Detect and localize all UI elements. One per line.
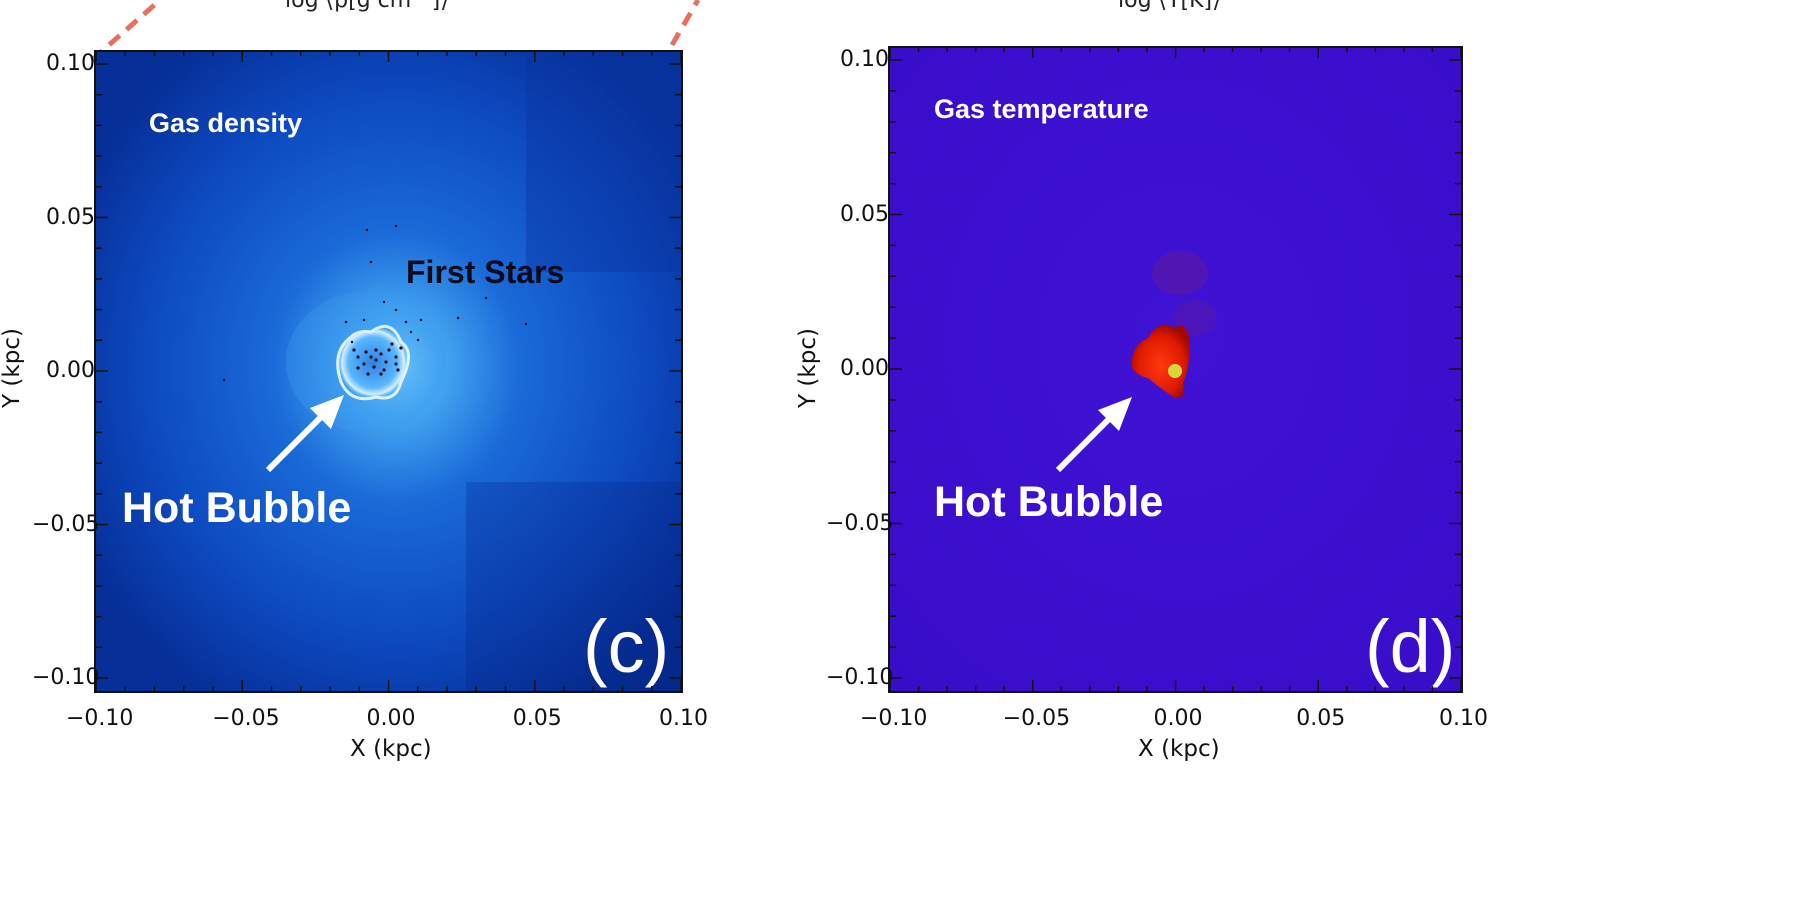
gas-density-label: Gas density [149, 108, 303, 138]
y-tick-label: 0.00 [46, 358, 95, 383]
x-tick-label: −0.05 [1002, 706, 1071, 731]
colorbar-label-density: log ⟨ρ[g cm⁻³]⟩ [285, 0, 449, 13]
hot-core-spot [1168, 364, 1182, 378]
zoom-line-right [669, 0, 701, 47]
colorbar-label-temperature: log ⟨T[K]⟩ [1118, 0, 1221, 13]
zoom-line-left [90, 0, 162, 62]
temperature-map-image [890, 48, 1461, 691]
y-tick-label: −0.10 [826, 665, 894, 690]
first-stars-particles [222, 224, 528, 382]
hot-bubble-region [1131, 324, 1190, 399]
density-y-axis-title: Y (kpc) [0, 328, 25, 408]
y-tick-label: −0.10 [32, 665, 100, 690]
x-tick-label: 0.00 [366, 706, 416, 731]
y-tick-label: 0.10 [840, 47, 889, 72]
y-tick-label: 0.00 [840, 356, 889, 381]
y-tick-label: 0.05 [46, 204, 95, 230]
x-tick-label: −0.10 [860, 706, 928, 731]
density-map-image [96, 52, 681, 691]
x-tick-label: 0.10 [659, 706, 708, 731]
bubble-arrow [265, 395, 344, 473]
x-tick-label: −0.10 [66, 706, 134, 731]
temperature-y-axis-title: Y (kpc) [794, 328, 821, 408]
y-tick-label: 0.05 [840, 201, 889, 227]
panel-letter-d: (d) [1365, 605, 1456, 688]
bubble-arrow-temperature [1055, 397, 1132, 473]
density-map-panel [94, 50, 683, 693]
x-tick-label: 0.00 [1153, 706, 1203, 731]
temperature-map-panel [888, 46, 1463, 693]
x-tick-label: −0.05 [212, 706, 280, 731]
density-x-axis-title: X (kpc) [350, 736, 432, 762]
y-tick-label: −0.05 [826, 510, 894, 536]
gas-temperature-label: Gas temperature [934, 94, 1149, 124]
y-tick-label: 0.10 [46, 51, 95, 76]
x-tick-label: 0.05 [512, 706, 562, 731]
temperature-x-axis-title: X (kpc) [1138, 736, 1220, 762]
hot-bubble-label-density: Hot Bubble [122, 484, 352, 532]
x-tick-label: 0.10 [1439, 706, 1488, 731]
first-stars-label: First Stars [406, 254, 565, 290]
hot-bubble-label-temperature: Hot Bubble [934, 478, 1164, 526]
x-tick-label: 0.05 [1296, 706, 1346, 731]
y-tick-label: −0.05 [32, 511, 100, 537]
panel-letter-c: (c) [583, 605, 670, 688]
